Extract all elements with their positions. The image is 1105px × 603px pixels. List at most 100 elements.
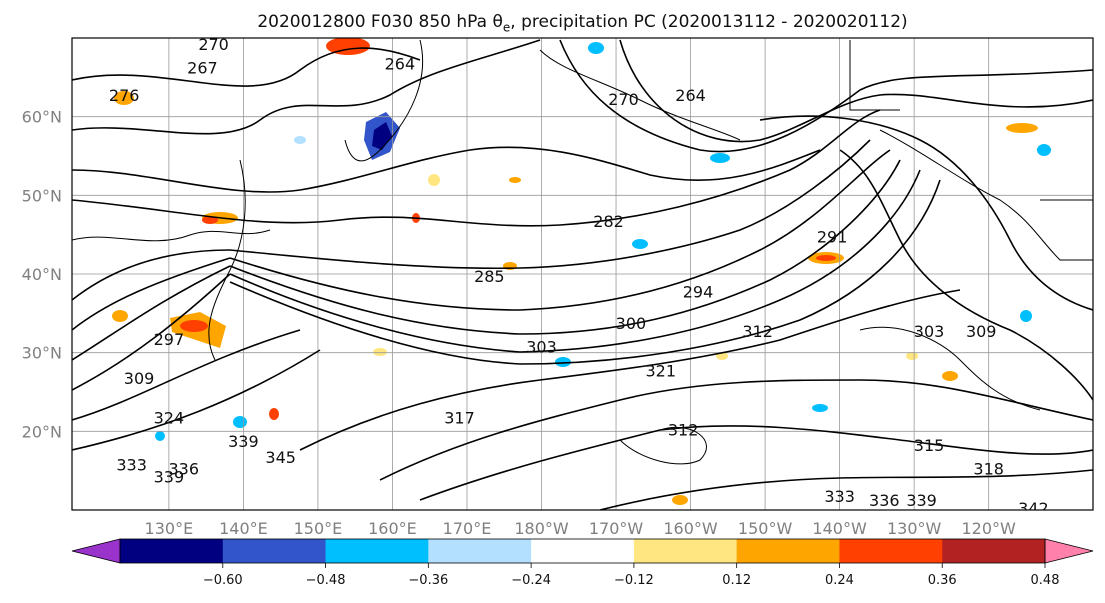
- contour-line: [229, 159, 901, 335]
- contour-line: [759, 115, 1093, 311]
- contour-label: 345: [265, 448, 296, 467]
- colorbar-segment: [120, 539, 224, 563]
- contour-label: 339: [154, 467, 185, 486]
- precip-blob: [710, 153, 730, 163]
- contour-line: [599, 469, 1093, 510]
- precip-blob: [202, 216, 218, 224]
- contour-label: 321: [645, 361, 676, 380]
- lat-tick-label: 50°N: [22, 186, 62, 205]
- contour-line: [72, 47, 421, 87]
- contour-label: 303: [914, 322, 945, 341]
- contour-label: 333: [824, 487, 855, 506]
- contour-label: 339: [228, 432, 259, 451]
- precip-blob: [294, 136, 306, 144]
- colorbar-tick-label: 0.12: [722, 573, 751, 588]
- colorbar-tick-label: −0.48: [306, 573, 346, 588]
- contour-label: 324: [154, 408, 185, 427]
- coastline: [208, 159, 246, 361]
- colorbar-extend-low: [71, 538, 121, 564]
- precip-blob: [1037, 144, 1051, 156]
- contour-line: [229, 139, 871, 270]
- precip-blob: [672, 495, 688, 505]
- theta-e-contours: [72, 39, 1093, 510]
- contour-label: 312: [742, 322, 773, 341]
- colorbar-tick-label: −0.24: [511, 573, 551, 588]
- lon-tick-label: 160°E: [368, 519, 417, 538]
- colorbar-tick-label: −0.36: [408, 573, 448, 588]
- colorbar-segment: [325, 539, 429, 563]
- precip-blob: [555, 357, 571, 367]
- contour-label: 267: [187, 58, 218, 77]
- lon-tick-label: 130°W: [887, 519, 942, 538]
- precip-blob: [155, 431, 165, 441]
- contour-line: [559, 39, 1093, 153]
- contour-line: [859, 326, 1041, 411]
- contour-label: 300: [616, 314, 647, 333]
- latitude-labels: 60°N 50°N 40°N 30°N 20°N: [22, 108, 62, 442]
- precip-blob: [906, 352, 918, 360]
- lat-tick-label: 30°N: [22, 344, 62, 363]
- contour-label: 309: [966, 322, 997, 341]
- precip-blob: [509, 177, 521, 183]
- contour-line: [419, 425, 1093, 501]
- precip-blob: [269, 408, 279, 420]
- contour-label: 282: [593, 212, 624, 231]
- coastline: [344, 39, 424, 162]
- contour-line: [229, 149, 891, 311]
- lat-tick-label: 60°N: [22, 108, 62, 127]
- colorbar-segment: [633, 539, 738, 563]
- contour-line: [72, 329, 301, 421]
- colorbar: −0.60 −0.48 −0.36 −0.24 −0.12 0.12 0.24 0.36 0.4…: [71, 538, 1094, 588]
- lat-lon-grid: [72, 38, 1093, 510]
- map-frame: [71, 37, 1094, 511]
- contour-label: 333: [116, 456, 147, 475]
- contour-line: [72, 273, 231, 391]
- contour-line: [72, 265, 231, 361]
- contour-line: [72, 349, 321, 451]
- precip-blob: [588, 42, 604, 54]
- contour-line: [379, 379, 1093, 481]
- contour-labels: 270 267 276 264 270 264 282 291 285 294 300 312 303 3…: [109, 35, 1049, 518]
- colorbar-segment: [531, 539, 635, 563]
- coastlines: [208, 39, 1093, 361]
- coastline: [879, 129, 1093, 261]
- contour-line: [299, 289, 961, 451]
- contour-label: 317: [444, 408, 475, 427]
- map-area: 270 267 276 264 270 264 282 291 285 294 300 312 303 3…: [71, 35, 1094, 518]
- colorbar-segment: [942, 539, 1046, 563]
- contour-line: [229, 169, 921, 353]
- colorbar-tick-label: −0.12: [614, 573, 654, 588]
- precip-blob: [816, 255, 836, 261]
- colorbar-tick-label: 0.48: [1031, 573, 1060, 588]
- lon-tick-label: 140°W: [812, 519, 867, 538]
- contour-label: 270: [198, 35, 229, 54]
- precip-blob: [1006, 123, 1038, 133]
- contour-line: [619, 426, 707, 465]
- contour-label: 336: [169, 460, 200, 479]
- contour-line: [72, 109, 881, 227]
- contour-label: 336: [869, 491, 900, 510]
- lon-tick-label: 140°E: [219, 519, 268, 538]
- colorbar-segment: [736, 539, 840, 563]
- lon-tick-label: 180°W: [514, 519, 569, 538]
- colorbar-tick-label: 0.36: [928, 573, 957, 588]
- lon-tick-label: 130°E: [145, 519, 194, 538]
- precip-blob: [942, 371, 958, 381]
- contour-label: 291: [817, 228, 848, 247]
- contour-line: [839, 149, 1093, 401]
- lon-tick-label: 170°W: [589, 519, 644, 538]
- contour-label: 303: [526, 338, 557, 357]
- precip-blob: [180, 320, 208, 332]
- lon-tick-label: 150°W: [738, 519, 793, 538]
- precip-blob: [812, 404, 828, 412]
- lat-tick-label: 40°N: [22, 265, 62, 284]
- contour-label: 342: [1018, 499, 1049, 518]
- contour-label: 264: [385, 54, 416, 73]
- map-title: 2020012800 F030 850 hPa θe, precipitatio…: [257, 12, 908, 35]
- precip-blob: [1020, 310, 1032, 322]
- contour-label: 318: [973, 460, 1004, 479]
- contour-label: 339: [906, 491, 937, 510]
- colorbar-tick-label: −0.60: [203, 573, 243, 588]
- contour-line: [229, 179, 941, 365]
